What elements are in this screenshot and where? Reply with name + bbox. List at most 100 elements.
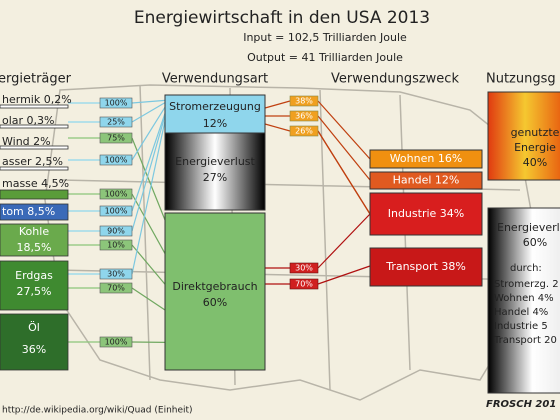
split-box bbox=[99, 97, 133, 109]
flow-line bbox=[131, 244, 166, 285]
direct-split-label: 30% bbox=[295, 264, 313, 273]
loss-detail: Transport 20 bbox=[493, 335, 557, 346]
split-box bbox=[99, 282, 133, 294]
output: Output = 41 Trilliarden Joule bbox=[247, 51, 403, 64]
source-bar bbox=[0, 223, 69, 257]
electricity-split bbox=[289, 125, 319, 137]
column-header: Verwendungszweck bbox=[331, 72, 459, 87]
electricity-split-label: 26% bbox=[295, 127, 313, 136]
usage-box bbox=[164, 94, 266, 134]
electricity-split bbox=[289, 95, 319, 107]
flow-line bbox=[131, 120, 166, 275]
source-label: Öl bbox=[28, 321, 40, 334]
split-label: 70% bbox=[107, 284, 125, 293]
loss-label: 60% bbox=[523, 236, 547, 249]
source-label: olar 0,3% bbox=[2, 114, 55, 127]
loss-detail: durch: bbox=[510, 263, 542, 274]
split-label: 100% bbox=[105, 338, 128, 347]
purpose-box bbox=[369, 171, 483, 190]
source-label: Kohle bbox=[19, 225, 49, 238]
electricity-split-label: 38% bbox=[295, 97, 313, 106]
source-link: http://de.wikipedia.org/wiki/Quad (Einhe… bbox=[2, 406, 193, 416]
purpose-box bbox=[369, 247, 483, 287]
direct-split bbox=[289, 278, 319, 290]
flow-line bbox=[317, 213, 371, 269]
flow-line bbox=[131, 99, 166, 104]
source-bar bbox=[0, 203, 69, 221]
usage-box bbox=[164, 132, 266, 211]
flow-line bbox=[317, 115, 371, 181]
signature: FROSCH 201 bbox=[486, 399, 556, 410]
purpose-label: Wohnen 16% bbox=[390, 152, 463, 165]
flow-line bbox=[131, 102, 166, 123]
source-bar bbox=[0, 260, 69, 311]
split-box bbox=[99, 116, 133, 128]
split-label: 100% bbox=[105, 156, 128, 165]
source-bar bbox=[0, 145, 69, 150]
flow-line bbox=[131, 106, 166, 161]
source-label: 18,5% bbox=[17, 241, 52, 254]
used-energy-label: 40% bbox=[523, 156, 547, 169]
loss-label: Energieverl bbox=[497, 221, 560, 234]
purpose-label: Handel 12% bbox=[393, 174, 460, 187]
used-energy-label: Energie bbox=[514, 141, 556, 154]
source-bar bbox=[0, 124, 69, 129]
usage-label: Energieverlust bbox=[175, 155, 255, 168]
source-label: masse 4,5% bbox=[2, 177, 69, 190]
title: Energiewirtschaft in den USA 2013 bbox=[134, 8, 430, 28]
source-label: tom 8,5% bbox=[2, 205, 55, 218]
used-energy-box bbox=[487, 91, 560, 181]
flow-line bbox=[131, 193, 166, 254]
usage-label: Stromerzeugung bbox=[169, 100, 261, 113]
split-label: 75% bbox=[107, 134, 125, 143]
usage-box bbox=[164, 212, 266, 371]
source-label: Wind 2% bbox=[2, 135, 51, 148]
loss-box bbox=[487, 207, 560, 394]
split-label: 30% bbox=[107, 270, 125, 279]
loss-detail: Wohnen 4% bbox=[494, 293, 554, 304]
split-box bbox=[99, 225, 133, 237]
split-label: 100% bbox=[105, 99, 128, 108]
used-energy-label: genutzte bbox=[511, 126, 560, 139]
source-bar bbox=[0, 166, 69, 171]
flow-line bbox=[317, 100, 371, 160]
source-label: 27,5% bbox=[17, 285, 52, 298]
direct-split-label: 70% bbox=[295, 280, 313, 289]
purpose-box bbox=[369, 149, 483, 169]
electricity-split-label: 36% bbox=[295, 112, 313, 121]
split-box bbox=[99, 239, 133, 251]
source-bar bbox=[0, 104, 69, 109]
loss-detail: Stromerzg. 2 bbox=[494, 279, 559, 290]
loss-detail: Industrie 5 bbox=[494, 321, 548, 332]
column-header: ergieträger bbox=[0, 72, 72, 87]
source-label: Erdgas bbox=[15, 269, 53, 282]
flow-line bbox=[317, 265, 371, 285]
split-box bbox=[99, 336, 133, 348]
usage-label: Direktgebrauch bbox=[172, 280, 257, 293]
split-label: 10% bbox=[107, 241, 125, 250]
source-bar bbox=[0, 189, 69, 200]
split-label: 100% bbox=[105, 207, 128, 216]
split-label: 25% bbox=[107, 118, 125, 127]
loss-detail: Handel 4% bbox=[494, 307, 548, 318]
flow-line bbox=[131, 115, 166, 232]
flow-line bbox=[264, 100, 291, 109]
purpose-label: Transport 38% bbox=[385, 260, 466, 273]
source-label: hermik 0,2% bbox=[2, 93, 72, 106]
purpose-box bbox=[369, 192, 483, 236]
source-label: asser 2,5% bbox=[2, 155, 63, 168]
purpose-label: Industrie 34% bbox=[388, 207, 465, 220]
split-box bbox=[99, 154, 133, 166]
usage-label: 27% bbox=[203, 171, 227, 184]
direct-split bbox=[289, 262, 319, 274]
flow-line bbox=[131, 287, 166, 311]
flow-line bbox=[131, 113, 166, 212]
flow-line bbox=[264, 123, 291, 132]
split-box bbox=[99, 188, 133, 200]
split-label: 90% bbox=[107, 227, 125, 236]
electricity-split bbox=[289, 110, 319, 122]
flow-line bbox=[317, 130, 371, 215]
source-bar bbox=[0, 313, 69, 371]
column-header: Nutzungsg bbox=[486, 72, 556, 87]
